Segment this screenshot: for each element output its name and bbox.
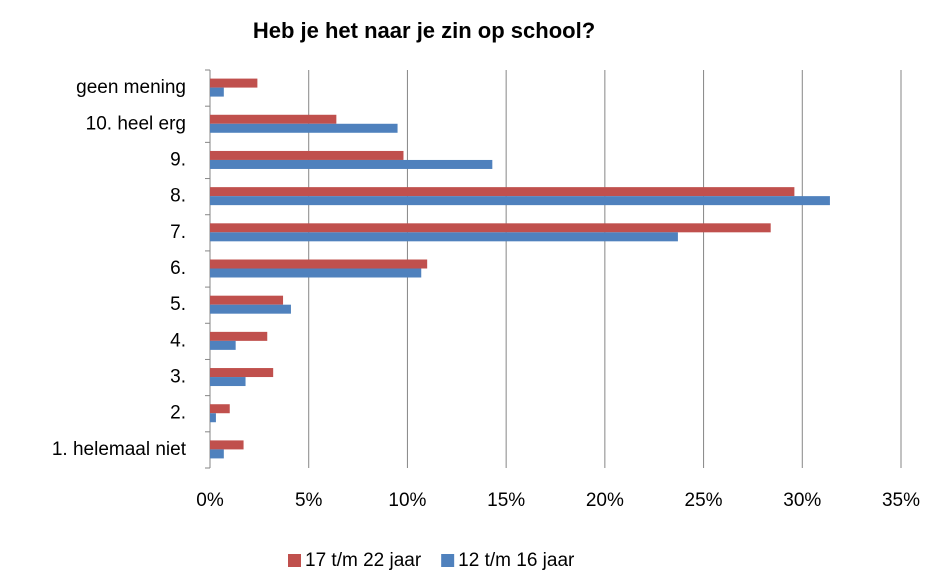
y-tick-label: 9.	[170, 149, 186, 170]
chart-title: Heb je het naar je zin op school?	[253, 18, 595, 43]
bar	[210, 340, 236, 350]
x-tick-label: 0%	[196, 490, 224, 511]
bar	[210, 377, 246, 387]
y-tick-label: 10. heel erg	[86, 113, 186, 134]
x-tick-label: 35%	[882, 490, 920, 511]
bar	[210, 304, 291, 314]
y-tick-label: 2.	[170, 403, 186, 424]
legend-label: 12 t/m 16 jaar	[458, 550, 575, 571]
legend-swatch	[441, 554, 455, 567]
bar	[210, 440, 244, 450]
bar	[210, 295, 284, 305]
x-tick-label: 20%	[586, 490, 624, 511]
bar	[210, 268, 422, 278]
legend-label: 17 t/m 22 jaar	[305, 550, 422, 571]
y-tick-label: 6.	[170, 258, 186, 279]
x-tick-label: 15%	[487, 490, 525, 511]
bar	[210, 159, 493, 169]
bar	[210, 114, 337, 124]
x-tick-label: 25%	[685, 490, 723, 511]
bar	[210, 404, 230, 414]
y-tick-label: 7.	[170, 222, 186, 243]
bar	[210, 259, 428, 269]
x-tick-label: 10%	[388, 490, 426, 511]
bar	[210, 413, 216, 423]
bar	[210, 78, 258, 88]
bar	[210, 449, 224, 459]
bar	[210, 150, 404, 160]
x-tick-label: 30%	[783, 490, 821, 511]
bar	[210, 331, 268, 341]
y-tick-label: 1. helemaal niet	[52, 439, 187, 460]
y-tick-label: 4.	[170, 330, 186, 351]
bar	[210, 232, 678, 242]
y-tick-label: 8.	[170, 186, 186, 207]
bar	[210, 123, 398, 133]
y-tick-label: 3.	[170, 367, 186, 388]
bar	[210, 223, 771, 233]
y-tick-label: 5.	[170, 294, 186, 315]
bar	[210, 87, 224, 97]
bar	[210, 187, 795, 197]
x-tick-label: 5%	[295, 490, 323, 511]
y-tick-label: geen mening	[76, 77, 186, 98]
bar	[210, 368, 274, 378]
bar	[210, 196, 830, 206]
legend-swatch	[288, 554, 301, 567]
